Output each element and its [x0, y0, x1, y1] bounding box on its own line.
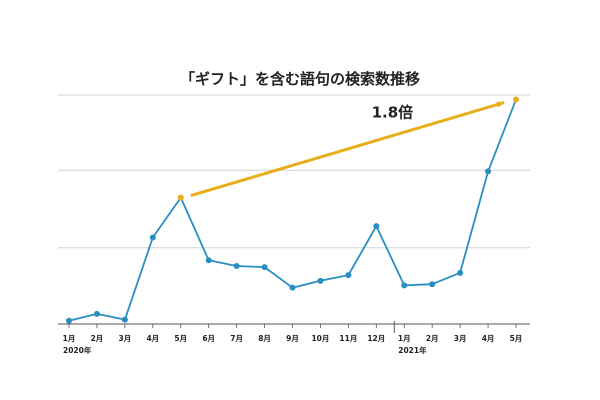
data-point: [261, 264, 268, 271]
x-tick-label: 12月: [367, 334, 385, 343]
data-point: [121, 316, 128, 323]
data-point: [149, 234, 156, 241]
data-point: [233, 263, 240, 269]
data-point: [429, 281, 436, 288]
data-point: [345, 272, 352, 279]
x-tick-label: 4月: [482, 334, 495, 343]
data-point: [317, 277, 324, 284]
data-point: [457, 269, 464, 276]
highlight-point: [177, 194, 184, 201]
series: [66, 96, 519, 324]
year-label: 2020年: [63, 345, 92, 355]
x-tick-label: 10月: [311, 334, 329, 343]
data-point: [401, 282, 408, 289]
year-label: 2021年: [398, 345, 427, 355]
data-point: [289, 284, 296, 291]
x-tick-label: 7月: [230, 334, 243, 343]
x-tick-label: 2月: [91, 334, 104, 343]
data-point: [373, 223, 380, 230]
x-tick-labels: 1月 2月 3月 4月 5月 6月 7月 8月 9月 10月 11月 12月 1月 2月 3月 4月 5月 202…: [63, 334, 523, 355]
growth-arrow: [190, 101, 505, 198]
x-tick-label: 8月: [258, 334, 271, 343]
x-axis: [58, 321, 530, 333]
x-tick-label: 5月: [510, 334, 523, 343]
highlight-point: [513, 96, 519, 103]
gridlines: [58, 94, 530, 249]
data-point: [205, 257, 212, 264]
x-tick-label: 9月: [286, 334, 299, 343]
chart-title: 「ギフト」を含む語句の検索数推移: [180, 70, 420, 88]
x-tick-label: 6月: [202, 334, 215, 343]
growth-label: 1.8倍: [372, 104, 414, 122]
x-tick-label: 2月: [426, 334, 439, 343]
growth-annotation: 1.8倍: [190, 101, 505, 198]
x-tick-label: 1月: [398, 334, 411, 343]
x-tick-label: 5月: [174, 334, 187, 343]
x-tick-label: 4月: [146, 334, 159, 343]
x-tick-label: 1月: [63, 334, 76, 343]
data-point: [93, 310, 100, 317]
data-point: [485, 168, 492, 175]
x-tick-label: 3月: [454, 334, 467, 343]
x-tick-label: 3月: [119, 334, 132, 343]
x-tick-label: 11月: [339, 334, 357, 343]
data-point: [66, 317, 72, 324]
